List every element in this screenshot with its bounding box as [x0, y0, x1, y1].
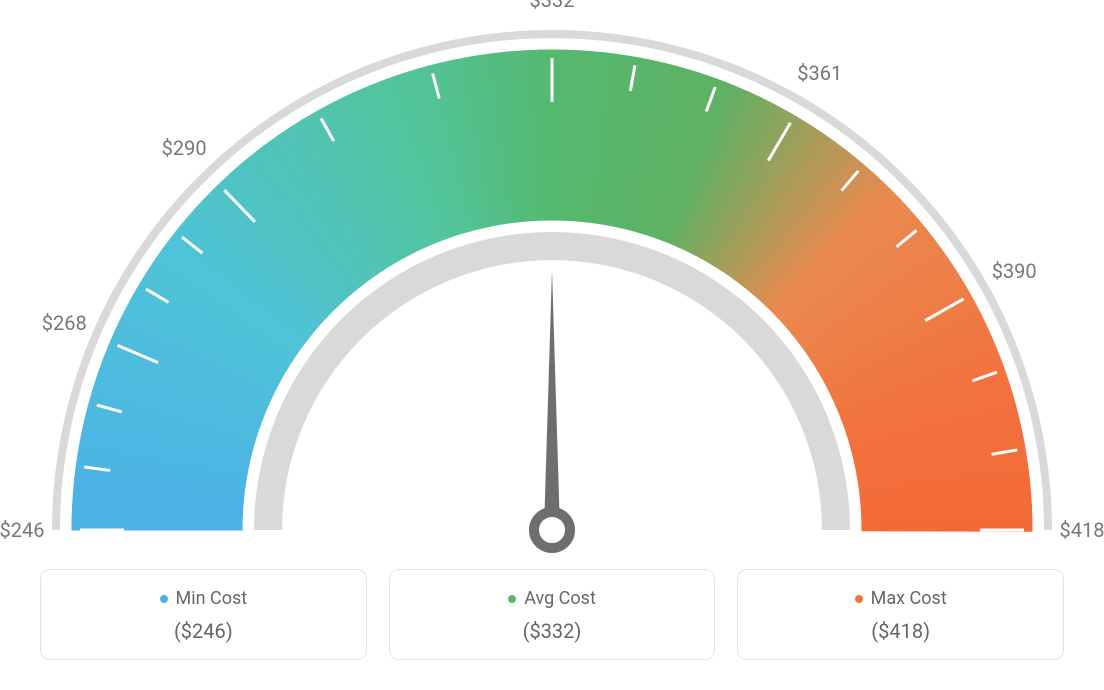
legend-label-text: Max Cost [871, 588, 947, 609]
gauge-tick-label: $390 [992, 259, 1037, 283]
dot-icon [160, 595, 168, 603]
legend-label-text: Avg Cost [524, 588, 596, 609]
legend-row: Min Cost ($246) Avg Cost ($332) Max Cost… [40, 569, 1064, 661]
legend-value-min: ($246) [51, 619, 356, 643]
legend-label-max: Max Cost [855, 588, 947, 609]
gauge-tick-label: $268 [42, 311, 87, 335]
gauge-tick-label: $246 [0, 518, 44, 542]
dot-icon [855, 595, 863, 603]
legend-card-avg: Avg Cost ($332) [389, 569, 716, 661]
gauge-chart: $246 $268 $290 $332 $361 $390 $418 [0, 0, 1104, 580]
gauge-tick-label: $290 [162, 136, 207, 160]
legend-card-max: Max Cost ($418) [737, 569, 1064, 661]
legend-label-min: Min Cost [160, 588, 248, 609]
legend-card-min: Min Cost ($246) [40, 569, 367, 661]
gauge-svg [0, 0, 1104, 580]
legend-value-max: ($418) [748, 619, 1053, 643]
legend-value-avg: ($332) [400, 619, 705, 643]
gauge-tick-label: $418 [1060, 518, 1104, 542]
gauge-tick-label: $332 [530, 0, 575, 12]
gauge-tick-label: $361 [797, 61, 842, 85]
dot-icon [508, 595, 516, 603]
legend-label-text: Min Cost [176, 588, 248, 609]
legend-label-avg: Avg Cost [508, 588, 596, 609]
